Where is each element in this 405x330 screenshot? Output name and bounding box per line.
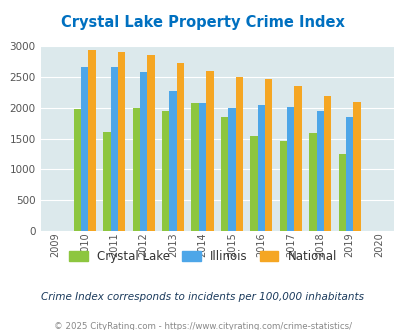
Bar — [316, 112, 323, 231]
Bar — [132, 108, 140, 231]
Bar — [345, 117, 352, 231]
Bar — [147, 55, 154, 231]
Bar — [162, 111, 169, 231]
Bar — [206, 71, 213, 231]
Bar — [264, 80, 272, 231]
Bar — [169, 90, 176, 231]
Legend: Crystal Lake, Illinois, National: Crystal Lake, Illinois, National — [65, 246, 340, 266]
Bar — [103, 132, 110, 231]
Bar — [279, 141, 286, 231]
Bar — [338, 154, 345, 231]
Bar — [323, 96, 330, 231]
Bar — [117, 52, 125, 231]
Bar — [257, 105, 264, 231]
Bar — [352, 102, 360, 231]
Bar — [198, 103, 206, 231]
Bar — [309, 133, 316, 231]
Text: Crystal Lake Property Crime Index: Crystal Lake Property Crime Index — [61, 15, 344, 30]
Bar — [81, 67, 88, 231]
Text: © 2025 CityRating.com - https://www.cityrating.com/crime-statistics/: © 2025 CityRating.com - https://www.city… — [54, 322, 351, 330]
Bar — [140, 72, 147, 231]
Text: Crime Index corresponds to incidents per 100,000 inhabitants: Crime Index corresponds to incidents per… — [41, 292, 364, 302]
Bar — [250, 136, 257, 231]
Bar — [228, 109, 235, 231]
Bar — [294, 85, 301, 231]
Bar — [176, 63, 183, 231]
Bar — [74, 109, 81, 231]
Bar — [88, 50, 96, 231]
Bar — [191, 103, 198, 231]
Bar — [110, 67, 117, 231]
Bar — [220, 117, 228, 231]
Bar — [235, 77, 242, 231]
Bar — [286, 107, 294, 231]
